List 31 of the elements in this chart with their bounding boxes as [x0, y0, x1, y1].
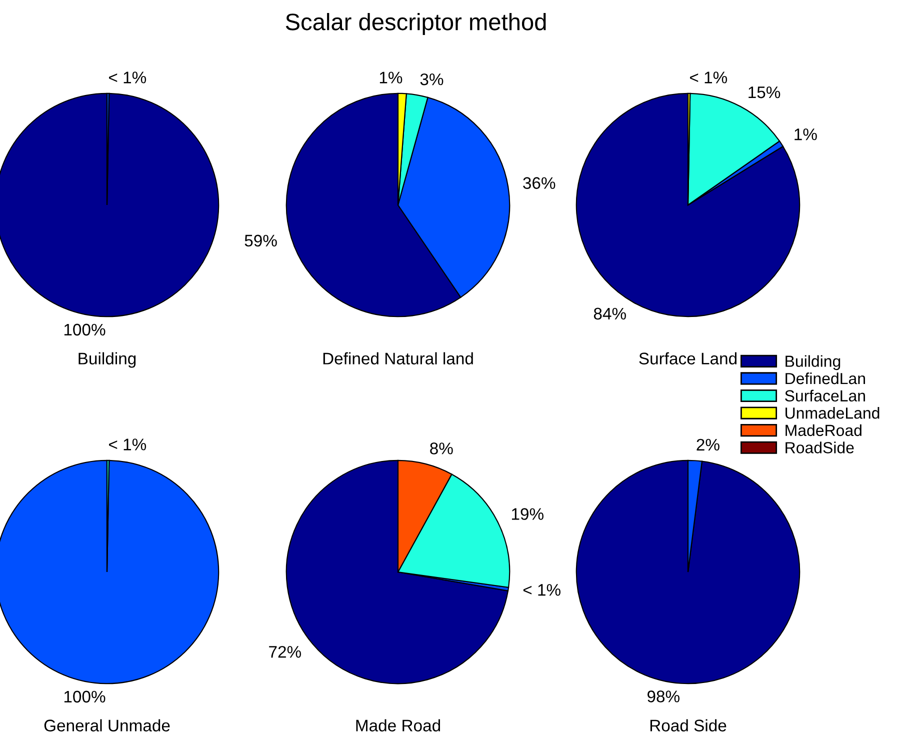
text: General Unmade: [44, 719, 170, 732]
data-label: 100%: [64, 324, 106, 336]
text: Road Side: [650, 719, 726, 732]
text: Building: [78, 352, 136, 368]
data-label: 98%: [648, 690, 680, 702]
text: Surface Land: [639, 352, 737, 364]
legend-label: UnmadeLand: [786, 407, 880, 419]
data-label: 19%: [512, 508, 544, 520]
data-label: 36%: [523, 177, 556, 189]
data-label: < 1%: [109, 72, 146, 84]
data-label: 59%: [244, 234, 277, 247]
text: Defined Natural land: [323, 352, 473, 364]
text: Made Road: [356, 719, 440, 732]
data-label: 2%: [696, 438, 720, 451]
data-label: 72%: [269, 646, 301, 658]
data-label: 100%: [64, 690, 106, 703]
data-label: 1%: [380, 72, 402, 84]
data-label: < 1%: [523, 584, 560, 596]
legend-label: SurfaceLan: [785, 390, 865, 402]
data-label: 84%: [594, 308, 626, 320]
data-label: < 1%: [109, 438, 146, 450]
data-label: 1%: [794, 128, 817, 140]
data-label: 3%: [420, 73, 444, 86]
legend-label: DefinedLan: [786, 372, 865, 384]
legend-label: RoadSide: [786, 442, 854, 454]
legend-label: Building: [786, 355, 840, 370]
data-label: 15%: [748, 86, 780, 98]
chart-title: Scalar descriptor method: [286, 12, 546, 36]
legend-label: MadeRoad: [786, 424, 862, 436]
data-label: < 1%: [690, 72, 728, 84]
data-label: 8%: [430, 442, 453, 454]
